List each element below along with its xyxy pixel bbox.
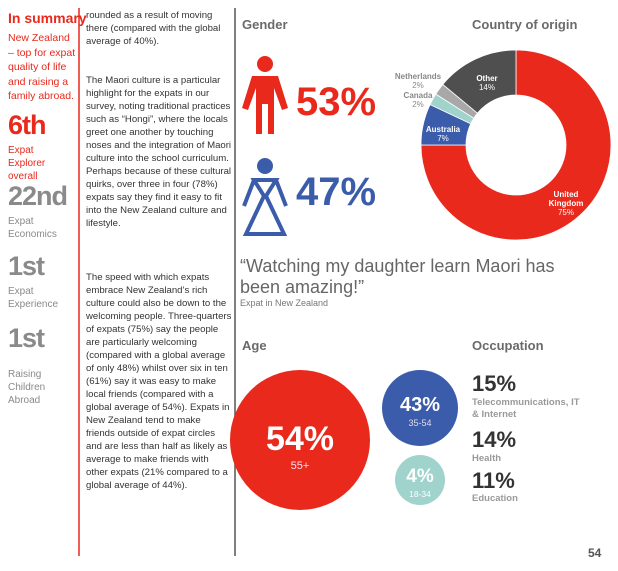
age-range: 55+ <box>290 460 310 472</box>
rank: 22nd <box>8 181 68 211</box>
slice-label: United Kingdom <box>548 190 584 208</box>
age-share: 4% <box>406 466 434 487</box>
rank-label: Expat Explorer overall <box>8 145 46 182</box>
age-share: 54% <box>265 420 335 458</box>
age-circle <box>230 370 370 510</box>
slice-label: Australia <box>425 125 461 134</box>
age-share: 43% <box>399 394 441 416</box>
donut-slice <box>442 49 517 114</box>
rank-label: Expat Experience <box>8 286 59 310</box>
slice-label: Netherlands <box>394 72 442 81</box>
occupation-label: Education <box>472 493 518 504</box>
male-share: 53% <box>296 80 377 124</box>
intro: New Zealand – top for expat quality of l… <box>8 32 76 102</box>
age-range: 35-54 <box>408 418 432 428</box>
age-circle <box>395 455 445 505</box>
chart-title: Country of origin <box>472 17 578 32</box>
quote-source: Expat in New Zealand <box>240 298 329 308</box>
slice-value: 14% <box>478 83 495 92</box>
rank: 6th <box>8 110 46 140</box>
slice-value: 75% <box>557 208 574 217</box>
male-icon <box>242 56 288 134</box>
rank-label: Raising Children Abroad <box>8 369 46 406</box>
occupation-label: Health <box>472 453 502 464</box>
occupation-share: 15% <box>472 371 517 396</box>
rank: 1st <box>8 323 45 353</box>
age-range: 18-34 <box>409 489 431 499</box>
slice-label: Canada <box>403 91 433 100</box>
quote: “Watching my daughter learn Maori has be… <box>240 256 555 297</box>
paragraph: rounded as a result of moving there (com… <box>86 10 221 47</box>
donut-slice <box>420 49 612 241</box>
paragraph: The speed with which expats embrace New … <box>86 272 232 491</box>
occupation-label: Telecommunications, IT & Internet <box>472 397 580 420</box>
section-title: Occupation <box>472 338 544 353</box>
page-number: 54 <box>588 546 602 560</box>
age-circle <box>382 370 458 446</box>
female-share: 47% <box>296 170 377 214</box>
paragraph: The Maori culture is a particular highli… <box>86 75 232 229</box>
heading: In summary <box>8 10 87 26</box>
section-title: Gender <box>242 17 288 32</box>
occupation-share: 11% <box>472 468 515 493</box>
donut-chart <box>420 49 612 241</box>
slice-value: 2% <box>412 81 424 90</box>
section-title: Age <box>242 338 267 353</box>
rank-label: Expat Economics <box>8 216 57 240</box>
slice-value: 7% <box>437 134 449 143</box>
female-icon <box>242 158 288 236</box>
occupation-share: 14% <box>472 427 517 452</box>
rank: 1st <box>8 251 45 281</box>
slice-label: Other <box>476 74 498 83</box>
slice-value: 2% <box>412 100 424 109</box>
